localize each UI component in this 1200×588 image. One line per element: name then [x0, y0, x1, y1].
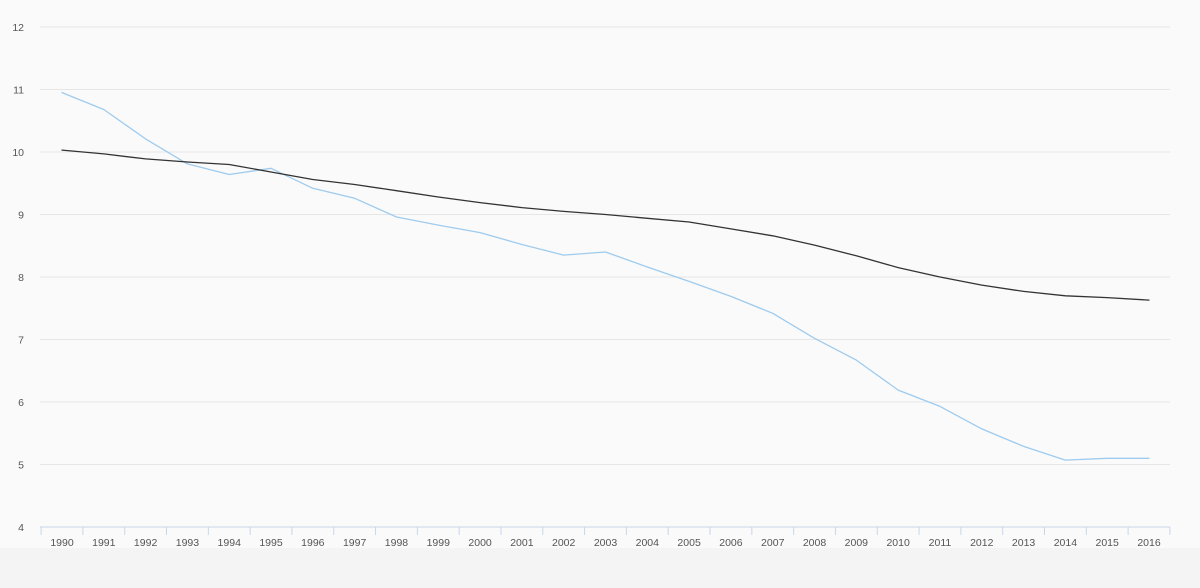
x-tick-label: 2012 — [970, 537, 994, 549]
y-tick-label: 8 — [18, 272, 24, 284]
y-tick-label: 12 — [12, 22, 24, 34]
series-line — [61, 91, 1150, 461]
x-tick-label: 1990 — [50, 537, 74, 549]
x-tick-label: 1997 — [343, 537, 367, 549]
x-tick-label: 1995 — [259, 537, 283, 549]
x-tick-label: 2005 — [677, 537, 701, 549]
series-lines — [61, 91, 1150, 461]
x-tick-label: 2003 — [594, 537, 618, 549]
y-tick-label: 4 — [18, 522, 24, 534]
x-tick-label: 2011 — [929, 537, 952, 549]
y-tick-label: 5 — [18, 460, 24, 472]
grid-lines — [40, 26, 1170, 465]
y-tick-label: 6 — [18, 397, 24, 409]
x-tick-label: 2008 — [803, 537, 827, 549]
x-axis: 1990 1991 1992 1993 1994 1995 1996 1997 1998 1999… — [40, 526, 1171, 549]
y-tick-label: 9 — [18, 210, 24, 222]
y-tick-label: 7 — [18, 335, 24, 347]
x-tick-label: 2007 — [761, 537, 785, 549]
x-tick-label: 2013 — [1012, 537, 1036, 549]
y-tick-label: 10 — [12, 147, 24, 159]
x-tick-label: 2009 — [845, 537, 869, 549]
x-tick-label: 2014 — [1054, 537, 1078, 549]
x-tick-label: 2002 — [552, 537, 576, 549]
y-axis-labels: 4 5 6 7 8 9 10 11 12 — [12, 22, 24, 534]
x-tick-label: 2015 — [1096, 537, 1120, 549]
series-line — [61, 149, 1150, 301]
x-tick-label: 1999 — [427, 537, 451, 549]
x-tick-label: 2006 — [719, 537, 743, 549]
x-tick-label: 2001 — [510, 537, 534, 549]
x-tick-label: 1996 — [301, 537, 325, 549]
x-tick-label: 2010 — [886, 537, 910, 549]
x-tick-label: 1991 — [92, 537, 116, 549]
x-tick-label: 1998 — [385, 537, 409, 549]
y-tick-label: 11 — [13, 85, 24, 97]
x-tick-label: 2000 — [468, 537, 492, 549]
x-tick-label: 2016 — [1137, 537, 1161, 549]
x-tick-label: 2004 — [636, 537, 660, 549]
x-tick-label: 1992 — [134, 537, 158, 549]
x-tick-label: 1994 — [218, 537, 242, 549]
x-tick-label: 1993 — [176, 537, 200, 549]
bottom-band — [0, 548, 1200, 588]
